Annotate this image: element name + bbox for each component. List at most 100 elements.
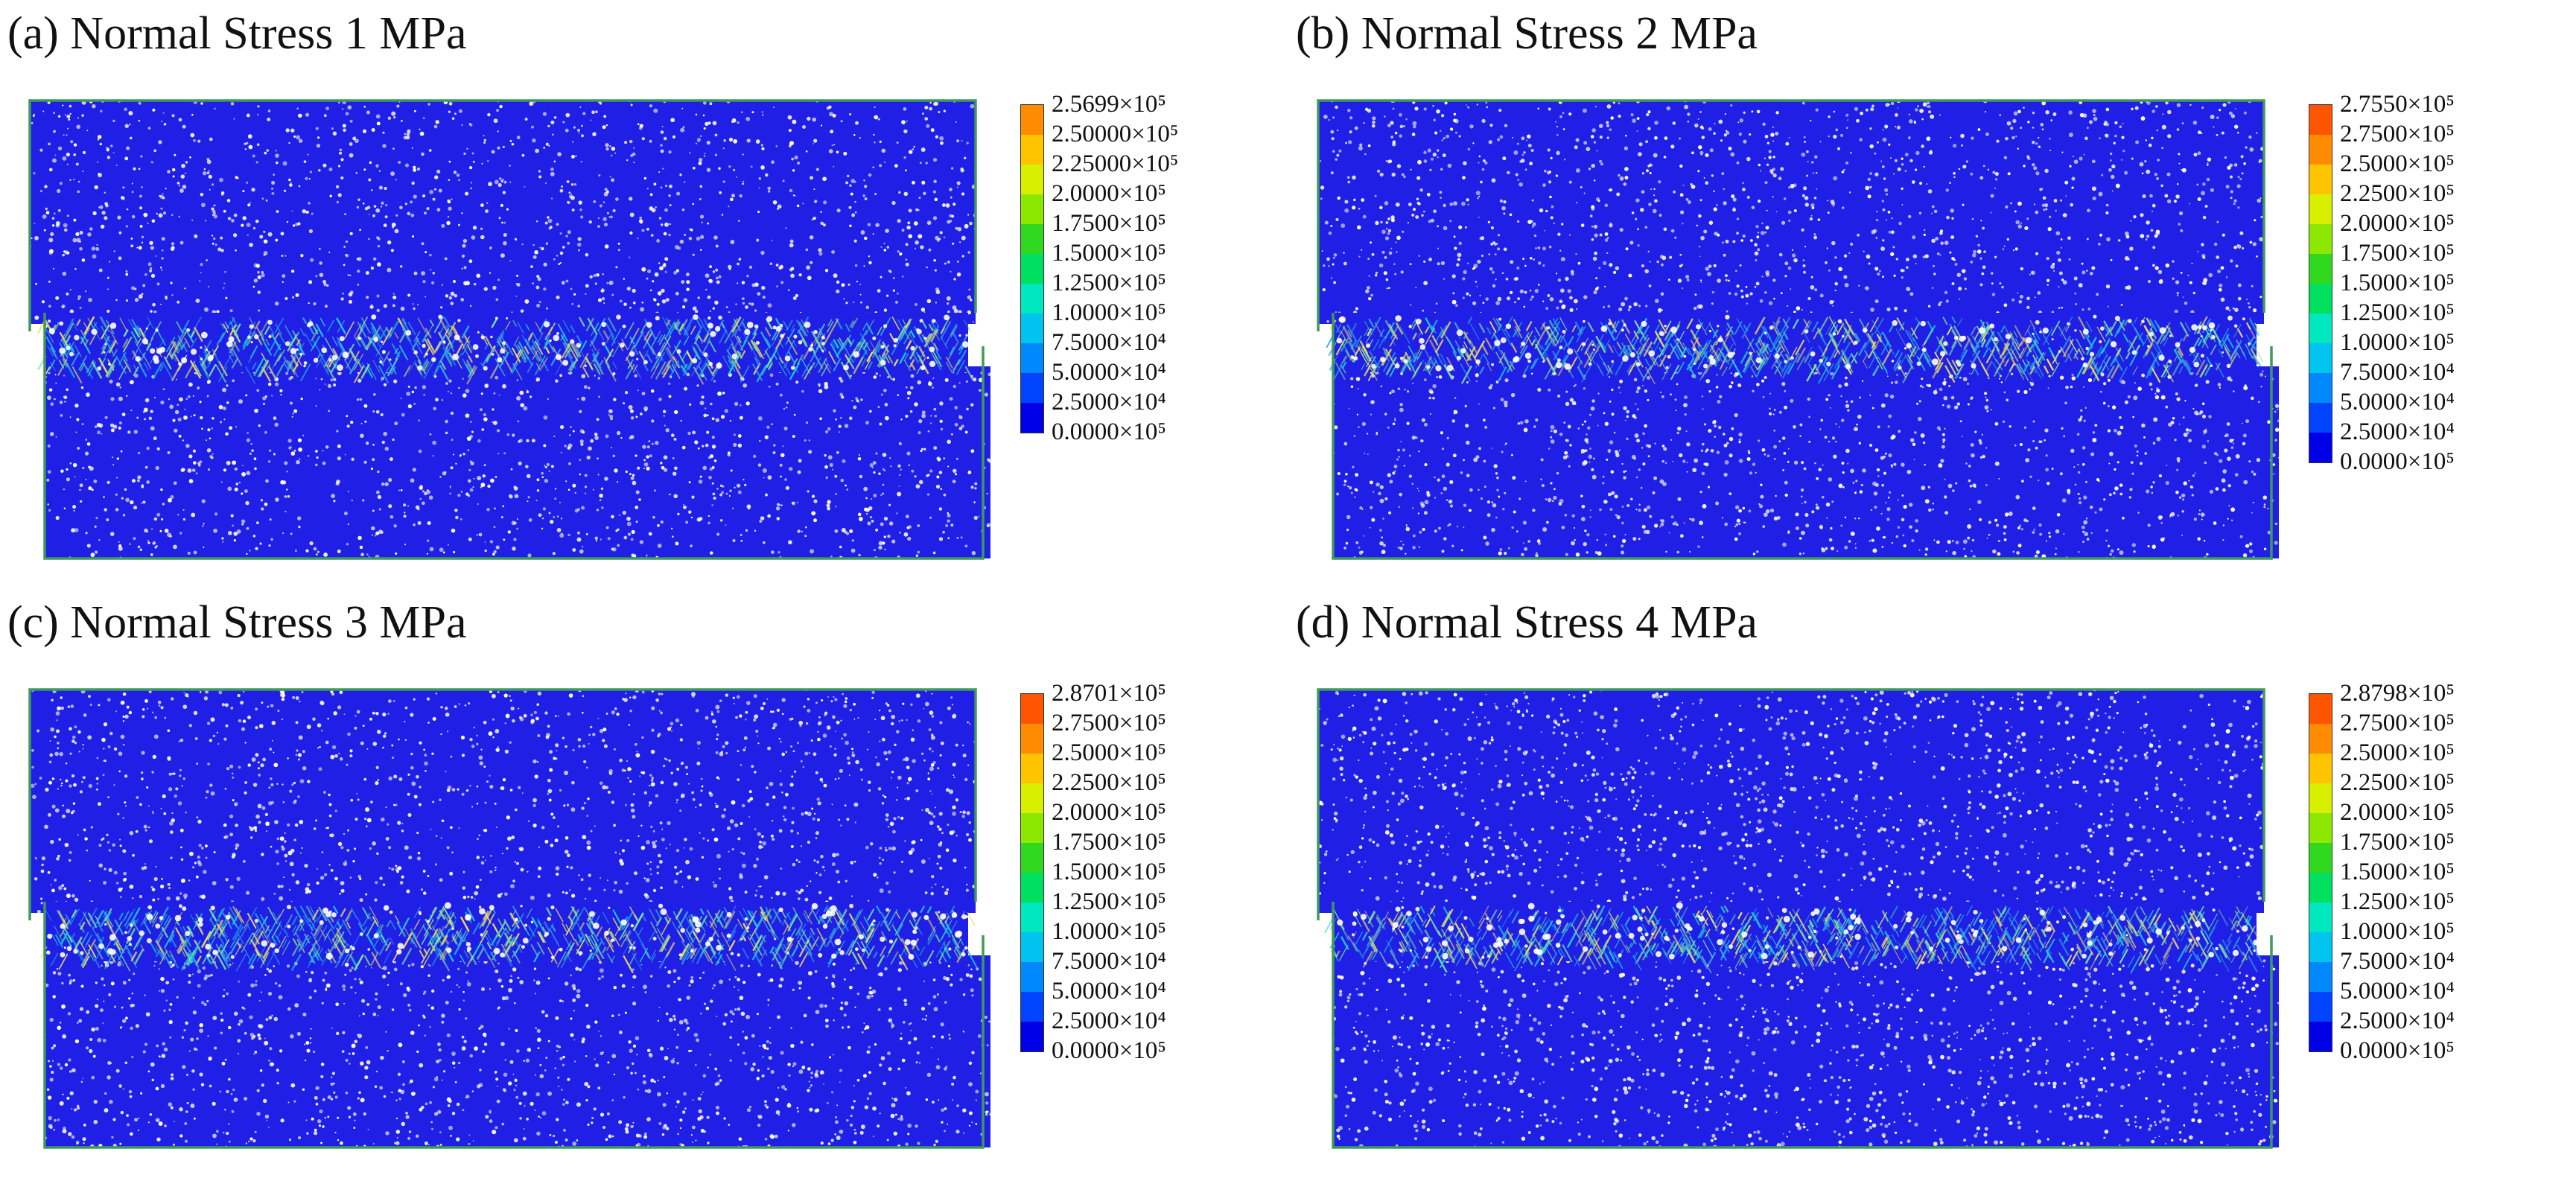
legend-label: 1.0000×10⁵ — [2340, 329, 2455, 356]
legend-label: 2.7500×10⁵ — [2340, 710, 2455, 736]
particle-specimen — [28, 688, 990, 1150]
legend-swatch — [1021, 343, 1043, 373]
legend-swatch — [2309, 754, 2332, 783]
legend-colorbar — [2309, 693, 2332, 1052]
legend-swatch — [1021, 992, 1043, 1022]
legend-swatch — [1021, 313, 1043, 343]
legend-swatch — [2309, 1022, 2332, 1051]
legend-swatch — [2309, 165, 2332, 194]
pore-speckle — [1320, 98, 2265, 326]
legend-swatch — [1021, 165, 1043, 194]
legend-label: 5.0000×10⁴ — [2340, 978, 2455, 1005]
upper-shear-box — [1318, 98, 2265, 326]
legend-label: 1.7500×10⁵ — [1052, 829, 1166, 856]
upper-shear-box — [30, 688, 978, 914]
legend-swatch — [2309, 313, 2332, 343]
legend-swatch — [2309, 992, 2332, 1022]
particle-specimen — [28, 98, 990, 561]
legend-label: 2.7500×10⁵ — [1052, 710, 1166, 736]
legend-label: 2.5000×10⁴ — [1052, 389, 1166, 416]
legend-swatch — [1021, 932, 1043, 962]
legend-swatch — [1021, 373, 1043, 403]
panel-title: (b) Normal Stress 2 MPa — [1296, 8, 1758, 59]
pore-speckle — [1332, 954, 2279, 1150]
legend-label: 2.7550×10⁵ — [2340, 91, 2455, 118]
shear-box-walls — [28, 688, 985, 1149]
legend-swatch — [2309, 932, 2332, 962]
legend-label: 5.0000×10⁴ — [1052, 978, 1166, 1005]
legend-label: 2.0000×10⁵ — [1052, 799, 1166, 826]
legend-swatch — [2309, 813, 2332, 843]
pore-speckle — [28, 98, 978, 325]
legend-swatch — [1021, 962, 1043, 992]
legend-swatch — [2309, 962, 2332, 992]
legend-swatch — [2309, 373, 2332, 403]
legend-label: 0.0000×10⁵ — [1052, 1037, 1166, 1064]
legend-label: 1.7500×10⁵ — [2340, 829, 2455, 856]
legend-swatch — [2309, 873, 2332, 902]
legend-label: 7.5000×10⁴ — [2340, 948, 2455, 975]
shear-band — [39, 902, 978, 974]
legend-swatch — [2309, 433, 2332, 462]
legend-swatch — [1021, 135, 1043, 165]
legend-label: 2.0000×10⁵ — [1052, 180, 1166, 207]
legend-swatch — [2309, 783, 2332, 813]
legend-label: 2.2500×10⁵ — [2340, 180, 2455, 207]
shear-band — [1324, 902, 2263, 974]
legend-label: 2.5699×10⁵ — [1052, 91, 1166, 118]
legend-label: 1.5000×10⁵ — [1052, 240, 1166, 267]
legend-label: 1.5000×10⁵ — [2340, 859, 2455, 885]
panel-title: (c) Normal Stress 3 MPa — [7, 597, 467, 648]
particle-bed — [30, 101, 976, 324]
legend-swatch — [1021, 783, 1043, 813]
legend-label: 1.0000×10⁵ — [2340, 918, 2455, 945]
legend-label: 0.0000×10⁵ — [2340, 448, 2455, 475]
legend-swatch — [1021, 284, 1043, 313]
legend-label: 1.7500×10⁵ — [1052, 210, 1166, 237]
pore-speckle — [30, 688, 978, 914]
legend-label: 5.0000×10⁴ — [2340, 389, 2455, 416]
legend-label: 2.5000×10⁵ — [2340, 150, 2455, 177]
legend-swatch — [1021, 224, 1043, 254]
panel-a: (a) Normal Stress 1 MPa 2.5699×10⁵ 2.500… — [0, 0, 1288, 589]
legend-label: 7.5000×10⁴ — [1052, 948, 1166, 975]
legend-label: 2.5000×10⁴ — [2340, 418, 2455, 445]
legend-swatch — [1021, 403, 1043, 433]
legend-swatch — [1021, 194, 1043, 224]
legend-label: 1.0000×10⁵ — [1052, 918, 1166, 945]
particle-specimen — [1317, 688, 2279, 1150]
legend-colorbar — [1020, 693, 1044, 1052]
legend-swatch — [1021, 105, 1043, 135]
legend-swatch — [2309, 254, 2332, 284]
lower-shear-box — [1332, 364, 2279, 561]
legend-label: 7.5000×10⁴ — [2340, 359, 2455, 386]
particle-specimen — [1317, 98, 2279, 561]
legend-label: 2.2500×10⁵ — [2340, 769, 2455, 796]
legend-colorbar — [2309, 104, 2332, 463]
legend-swatch — [1021, 694, 1043, 724]
legend-label: 2.0000×10⁵ — [2340, 799, 2455, 826]
legend-label: 2.0000×10⁵ — [2340, 210, 2455, 237]
legend-swatch — [2309, 105, 2332, 135]
legend-label: 0.0000×10⁵ — [2340, 1037, 2455, 1064]
legend-label: 1.2500×10⁵ — [2340, 888, 2455, 915]
legend-swatch — [1021, 754, 1043, 783]
pore-speckle — [42, 953, 990, 1150]
legend-label: 2.8798×10⁵ — [2340, 680, 2455, 707]
legend-swatch — [2309, 194, 2332, 224]
legend-swatch — [2309, 694, 2332, 724]
legend-label: 2.2500×10⁵ — [1052, 769, 1166, 796]
legend-label: 1.5000×10⁵ — [1052, 859, 1166, 885]
legend-swatch — [1021, 873, 1043, 902]
pore-speckle — [1317, 688, 2265, 915]
shear-box-walls — [1317, 688, 2273, 1149]
legend-swatch — [2309, 135, 2332, 165]
legend-swatch — [2309, 403, 2332, 433]
legend-label: 2.8701×10⁵ — [1052, 680, 1166, 707]
legend-label: 2.50000×10⁵ — [1052, 121, 1179, 147]
legend-label: 1.0000×10⁵ — [1052, 299, 1166, 326]
panel-c: (c) Normal Stress 3 MPa 2.8701×10⁵ 2.750… — [0, 589, 1288, 1178]
particle-bed — [1333, 366, 2279, 558]
particle-bed — [30, 690, 976, 913]
upper-shear-box — [28, 98, 978, 325]
